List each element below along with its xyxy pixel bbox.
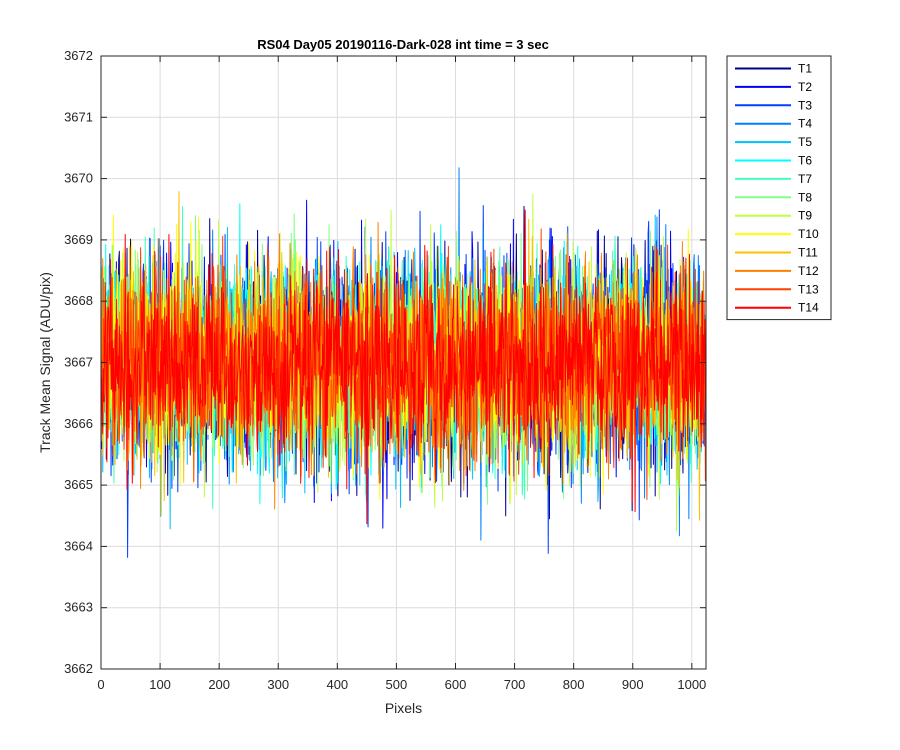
legend-label-t9: T9 <box>798 209 812 223</box>
y-tick-label: 3665 <box>64 477 93 492</box>
legend-label-t8: T8 <box>798 190 812 204</box>
y-tick-label: 3671 <box>64 109 93 124</box>
y-tick-label: 3662 <box>64 661 93 676</box>
series-lines <box>101 167 707 558</box>
x-tick-label: 200 <box>208 677 230 692</box>
series-line-t14 <box>101 209 707 525</box>
legend-label-t10: T10 <box>798 227 819 241</box>
x-tick-label: 400 <box>326 677 348 692</box>
x-tick-label: 700 <box>504 677 526 692</box>
y-tick-label: 3664 <box>64 538 93 553</box>
chart-title: RS04 Day05 20190116-Dark-028 int time = … <box>257 37 549 52</box>
y-tick-label: 3663 <box>64 600 93 615</box>
x-tick-label: 100 <box>149 677 171 692</box>
legend-label-t1: T1 <box>798 62 812 76</box>
legend-label-t14: T14 <box>798 301 819 315</box>
y-tick-label: 3668 <box>64 293 93 308</box>
x-tick-label: 0 <box>97 677 104 692</box>
x-tick-label: 1000 <box>677 677 706 692</box>
y-axis-label: Track Mean Signal (ADU/pix) <box>37 272 53 453</box>
x-tick-label: 300 <box>267 677 289 692</box>
legend-label-t4: T4 <box>798 117 812 131</box>
legend: T1 T2 T3 T4 T5 T6 T7 T8 T9 T10 T11 T12 T13 T14 <box>726 55 832 321</box>
legend-label-t13: T13 <box>798 282 819 296</box>
x-tick-label: 800 <box>563 677 585 692</box>
legend-label-t7: T7 <box>798 172 812 186</box>
y-tick-label: 3672 <box>64 48 93 63</box>
x-tick-label: 900 <box>622 677 644 692</box>
y-tick-label: 3669 <box>64 232 93 247</box>
legend-label-t5: T5 <box>798 135 812 149</box>
legend-label-t11: T11 <box>798 246 818 260</box>
x-axis-label: Pixels <box>385 700 422 716</box>
legend-label-t12: T12 <box>798 264 819 278</box>
y-tick-label: 3667 <box>64 355 93 370</box>
legend-box <box>726 55 832 321</box>
ticks: 0 100 200 300 400 500 600 700 800 900 1000 3662 3663… <box>64 48 706 692</box>
plot-area: 0 100 200 300 400 500 600 700 800 900 1000 3662 3663… <box>64 48 707 692</box>
legend-label-t6: T6 <box>798 154 812 168</box>
x-tick-label: 500 <box>386 677 408 692</box>
x-tick-label: 600 <box>445 677 467 692</box>
y-tick-label: 3670 <box>64 171 93 186</box>
y-tick-label: 3666 <box>64 416 93 431</box>
legend-label-t3: T3 <box>798 98 812 112</box>
legend-label-t2: T2 <box>798 80 812 94</box>
